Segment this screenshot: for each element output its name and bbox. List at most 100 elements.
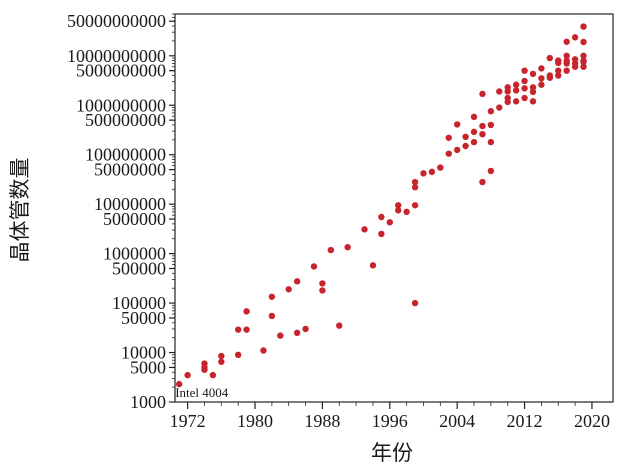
data-point [378, 230, 385, 238]
y-tick-label: 1000 [130, 392, 166, 412]
data-point [504, 84, 511, 91]
data-point [580, 58, 587, 66]
x-tick-label: 2012 [507, 411, 543, 431]
data-point [411, 184, 419, 191]
x-tick-label: 1988 [304, 411, 340, 431]
x-tick-label: 2004 [439, 411, 475, 431]
data-point [538, 75, 545, 82]
data-point [512, 98, 520, 105]
data-point [571, 34, 579, 41]
data-point [268, 293, 276, 300]
data-point [479, 178, 486, 186]
data-point [420, 170, 427, 177]
data-point [487, 108, 495, 115]
data-point [470, 128, 478, 136]
data-point [580, 52, 587, 59]
data-point [218, 352, 225, 360]
data-point [293, 329, 301, 337]
data-point [504, 94, 511, 102]
data-point [344, 243, 351, 251]
y-tick-label: 5000 [130, 357, 166, 377]
data-point [395, 202, 402, 209]
data-point [243, 308, 250, 315]
data-point [184, 371, 191, 379]
data-point [234, 326, 242, 333]
data-point [571, 60, 579, 67]
data-point [395, 207, 402, 214]
data-point [268, 312, 276, 320]
y-tick-label: 50000000000 [67, 11, 166, 31]
data-point [176, 380, 183, 388]
data-point [529, 84, 537, 91]
data-point [201, 364, 208, 371]
data-point [260, 347, 267, 354]
data-point [285, 286, 292, 293]
data-point [546, 54, 554, 62]
y-tick-label: 500000 [112, 259, 166, 279]
data-point [445, 150, 452, 157]
data-point [462, 133, 469, 141]
y-tick-label: 10000000000 [67, 46, 166, 66]
y-tick-label: 5000000 [103, 209, 166, 229]
data-point [563, 57, 570, 64]
data-point [428, 168, 436, 176]
y-tick-label: 10000000 [94, 194, 166, 214]
data-point [563, 38, 570, 45]
data-point [369, 262, 377, 269]
data-point [437, 164, 444, 171]
data-point [479, 90, 486, 98]
data-point [462, 142, 469, 150]
data-point [479, 130, 486, 138]
data-point [445, 134, 452, 141]
y-axis-title: 晶体管数量 [8, 158, 32, 263]
y-tick-label: 100000000 [85, 145, 166, 165]
x-tick-label: 1972 [170, 411, 206, 431]
data-point [512, 87, 520, 94]
data-point [453, 121, 461, 128]
y-tick-label: 1000000000 [76, 95, 166, 115]
data-point [521, 85, 528, 92]
data-point [336, 322, 343, 329]
data-point [521, 94, 528, 102]
data-point [555, 67, 562, 74]
x-tick-label: 1980 [237, 411, 273, 431]
annotation-label: Intel 4004 [175, 385, 229, 400]
data-point [555, 72, 562, 79]
data-point [529, 98, 537, 105]
data-point [386, 219, 393, 226]
y-tick-label: 500000000 [85, 110, 166, 130]
y-tick-label: 50000000 [94, 160, 166, 180]
plot-frame [174, 13, 614, 403]
y-tick-label: 1000000 [103, 244, 166, 264]
data-point [361, 226, 368, 233]
x-tick-label: 2020 [574, 411, 610, 431]
data-point [293, 278, 301, 285]
data-point [302, 325, 309, 333]
data-point [277, 332, 284, 339]
data-point [580, 63, 587, 70]
data-point [378, 213, 385, 221]
y-tick-label: 50000 [121, 308, 166, 328]
data-point [563, 52, 570, 59]
data-point [487, 121, 495, 129]
y-tick-label: 10000 [121, 343, 166, 363]
y-tick-label: 5000000000 [76, 61, 166, 81]
data-point [580, 38, 587, 46]
data-point [218, 358, 225, 365]
data-point [521, 77, 528, 85]
data-point [209, 371, 217, 379]
data-point [580, 23, 587, 30]
data-point [327, 246, 335, 254]
x-tick-label: 1996 [372, 411, 408, 431]
y-tick-label: 100000 [112, 293, 166, 313]
data-point [496, 88, 503, 95]
data-point [411, 299, 419, 307]
data-point [403, 208, 410, 216]
data-point [411, 178, 419, 186]
data-point [546, 72, 554, 79]
data-point [512, 81, 520, 88]
data-point [479, 122, 486, 130]
data-point [319, 287, 326, 294]
